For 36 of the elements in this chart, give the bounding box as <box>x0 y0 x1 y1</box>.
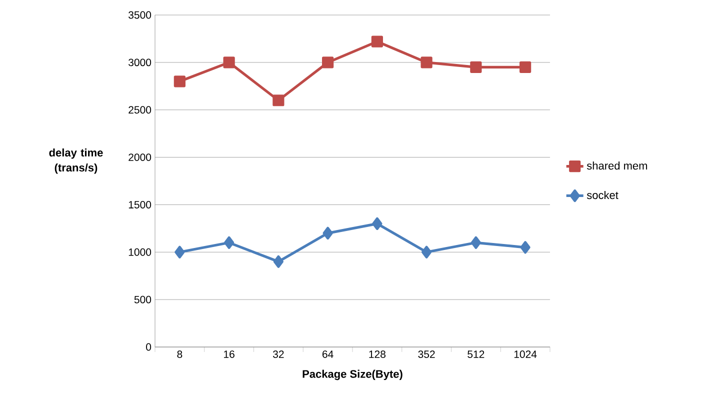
point <box>371 36 383 48</box>
x-tick-label: 512 <box>468 350 484 358</box>
x-tick-label: 32 <box>273 350 284 358</box>
y-tick-label: 2000 <box>128 154 152 162</box>
x-axis-title: Package Size(Byte) <box>302 370 402 380</box>
point <box>174 76 186 88</box>
legend-label: shared mem <box>586 162 648 170</box>
point <box>322 56 334 68</box>
x-tick-label: 352 <box>418 350 435 358</box>
point <box>174 246 185 258</box>
point <box>470 236 481 249</box>
point <box>470 61 482 73</box>
y-tick-label: 500 <box>134 296 152 304</box>
point <box>520 61 532 73</box>
y-axis-title: delay time (trans/s) <box>49 148 103 174</box>
y-tick-label: 3000 <box>128 58 152 66</box>
point <box>520 241 530 254</box>
point <box>422 246 432 258</box>
y-tick-label: 0 <box>146 343 152 351</box>
x-tick-label: 64 <box>322 350 334 358</box>
point <box>420 56 432 68</box>
x-tick-label: 8 <box>177 350 182 358</box>
y-tick-label: 1500 <box>128 201 152 208</box>
point <box>272 94 284 106</box>
point <box>273 255 284 268</box>
y-tick-label: 2500 <box>128 106 152 114</box>
x-tick-label: 1024 <box>514 350 537 358</box>
legend-label: socket <box>586 190 618 200</box>
y-tick-label: 3500 <box>128 11 152 19</box>
point <box>372 217 382 230</box>
y-tick-label: 1000 <box>128 248 152 256</box>
x-tick-label: 128 <box>369 350 386 358</box>
point <box>223 56 235 68</box>
point <box>224 236 234 249</box>
point <box>322 226 333 240</box>
x-tick-label: 16 <box>224 350 234 358</box>
